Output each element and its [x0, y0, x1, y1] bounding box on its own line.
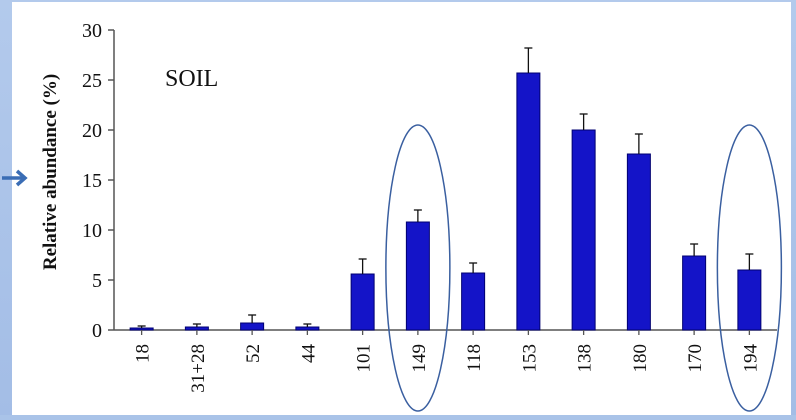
- bar-149: [405, 221, 430, 331]
- chart-panel: Relative abundance (%) SOIL 0 5 10 15 20 25 30…: [12, 2, 791, 415]
- x-tick-label-18: 18: [133, 344, 154, 363]
- bar-18: [129, 327, 154, 331]
- bar-180: [626, 153, 651, 331]
- bar-44: [295, 326, 320, 331]
- x-tick-label-52: 52: [243, 344, 264, 363]
- bar-118: [461, 272, 486, 331]
- bar-138: [571, 129, 596, 331]
- x-tick-label-149: 149: [409, 344, 430, 373]
- bar-52: [240, 322, 265, 331]
- y-tick-label: 25: [82, 70, 102, 92]
- y-tick-label: 30: [82, 20, 102, 42]
- x-tick-label-31+28: 31+28: [188, 344, 209, 393]
- x-tick-label-153: 153: [519, 344, 540, 373]
- x-tick-label-180: 180: [630, 344, 651, 373]
- y-tick-label: 15: [82, 170, 102, 192]
- arrow-right-icon: [2, 169, 28, 187]
- x-tick-label-101: 101: [354, 344, 375, 373]
- y-tick-label: 10: [82, 220, 102, 242]
- chart-title: SOIL: [165, 66, 218, 92]
- x-tick-label-44: 44: [298, 344, 319, 364]
- bar-153: [516, 72, 541, 331]
- bar-chart: Relative abundance (%) SOIL 0 5 10 15 20 25 30…: [40, 20, 783, 412]
- y-tick-label: 5: [92, 270, 102, 292]
- bar-194: [737, 269, 762, 331]
- x-tick-label-138: 138: [575, 344, 596, 373]
- x-tick-label-170: 170: [685, 344, 706, 373]
- y-tick-label: 0: [92, 320, 102, 342]
- bar-170: [682, 255, 707, 331]
- highlight-ellipse-149: [385, 124, 451, 412]
- y-axis-label: Relative abundance (%): [40, 74, 61, 270]
- bar-101: [350, 273, 375, 331]
- x-tick-label-194: 194: [740, 344, 761, 373]
- x-tick-label-118: 118: [464, 344, 485, 372]
- y-tick-label: 20: [82, 120, 102, 142]
- highlight-ellipse-194: [716, 124, 783, 412]
- bar-31+28: [184, 326, 209, 331]
